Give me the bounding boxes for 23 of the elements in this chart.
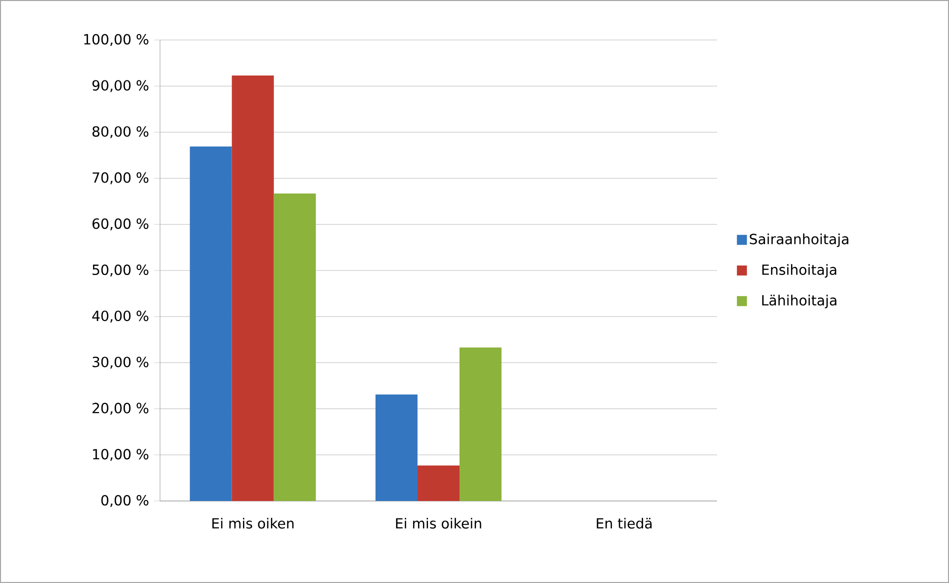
y-tick-label: 80,00 % [92, 126, 148, 138]
legend-label: Sairaanhoitaja [750, 234, 848, 248]
y-tick-label: 60,00 % [92, 218, 148, 230]
y-tick-label: 0,00 % [101, 494, 148, 507]
y-tick-label: 10,00 % [93, 448, 148, 461]
bar [418, 465, 460, 501]
y-tick-label: 20,00 % [92, 402, 148, 415]
x-tick-label: En tiedä [596, 518, 652, 529]
bar [274, 194, 316, 501]
bar [232, 75, 274, 501]
y-tick-label: 30,00 % [92, 356, 148, 369]
y-tick-label: 90,00 % [92, 80, 148, 92]
y-tick-label: 70,00 % [92, 172, 148, 184]
y-tick-label: 40,00 % [92, 310, 148, 323]
bar [460, 347, 502, 501]
x-tick-label: Ei mis oikein [396, 518, 482, 529]
y-tick-label: 100,00 % [84, 34, 148, 46]
legend-label: Lähihoitaja [762, 294, 836, 308]
y-tick-label: 50,00 % [92, 264, 148, 276]
bar [190, 146, 232, 501]
x-tick-label: Ei mis oiken [212, 518, 294, 529]
legend-label: Ensihoitaja [762, 264, 836, 278]
bar [376, 394, 418, 501]
